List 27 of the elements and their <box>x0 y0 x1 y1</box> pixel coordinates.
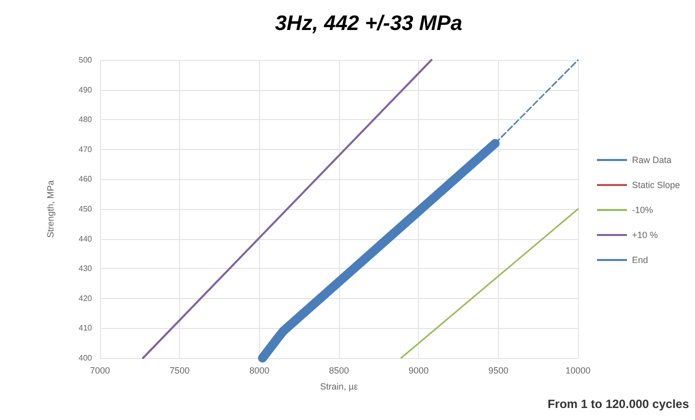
y-tick-label: 490 <box>78 85 93 94</box>
x-tick-label: 9000 <box>408 366 429 376</box>
y-tick-label: 420 <box>78 294 93 303</box>
legend-label: Static Slope <box>632 180 680 190</box>
y-tick-label: 500 <box>78 56 93 64</box>
y-tick-label: 430 <box>78 264 93 274</box>
x-tick-label: 10000 <box>565 366 591 376</box>
x-axis-title: Strain, µε <box>320 382 358 392</box>
y-tick-label: 410 <box>78 324 93 333</box>
y-tick-label: 470 <box>78 144 93 154</box>
legend-label: Raw Data <box>632 155 672 165</box>
text: From 1 to 120.000 cycles <box>548 397 690 411</box>
legend-label: -10% <box>632 205 653 215</box>
y-axis-title: Strength, MPa <box>46 180 56 238</box>
x-tick-label: 8000 <box>249 366 270 376</box>
y-tick-label: 400 <box>78 354 93 362</box>
y-tick-label: 480 <box>78 115 93 124</box>
x-tick-label: 9500 <box>488 366 508 376</box>
x-tick-label: 8500 <box>328 366 350 376</box>
x-tick-label: 7000 <box>90 366 110 376</box>
legend-label: +10 % <box>632 230 658 240</box>
y-tick-label: 440 <box>78 234 93 244</box>
chart-title: 3Hz, 442 +/-33 MPa <box>275 12 463 35</box>
legend-label: End <box>632 255 648 265</box>
x-tick-label: 7500 <box>170 366 190 376</box>
y-tick-label: 450 <box>78 204 93 214</box>
y-tick-label: 460 <box>78 174 93 184</box>
